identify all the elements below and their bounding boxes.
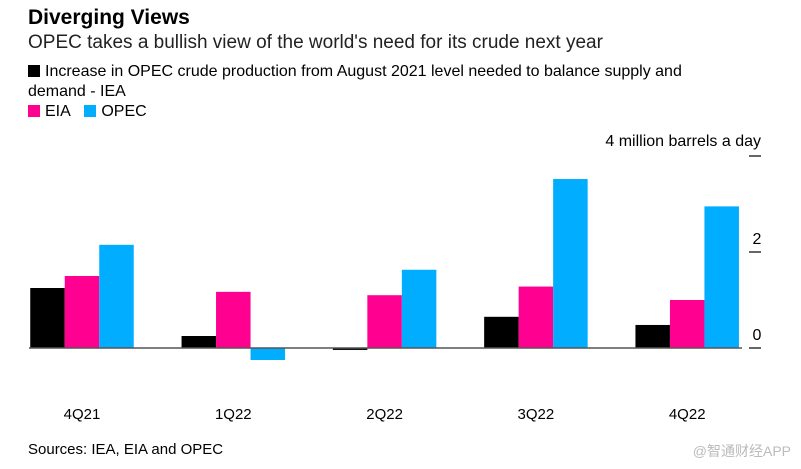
legend-swatch-iea: [28, 65, 40, 77]
y-tick-label: 2: [753, 231, 762, 248]
bar-2q22-iea: [332, 348, 368, 350]
bar-4q22-eia: [669, 300, 705, 348]
bar-3q22-iea: [484, 316, 519, 348]
source-note: Sources: IEA, EIA and OPEC: [28, 441, 224, 458]
bar-2q22-eia: [367, 295, 402, 348]
x-tick-label: 2Q22: [366, 406, 403, 423]
legend-swatch-opec: [84, 105, 97, 117]
x-tick-label: 4Q21: [64, 406, 101, 423]
legend-swatch-eia: [28, 105, 40, 117]
legend-item-iea-cont: demand - IEA: [28, 83, 126, 100]
bar-4q22-opec: [704, 206, 739, 348]
bar-1q22-iea: [181, 336, 217, 348]
y-tick-label: 0: [753, 327, 762, 344]
x-tick-label: 1Q22: [215, 406, 252, 423]
legend-label-eia: EIA: [45, 103, 70, 120]
bar-4q21-opec: [99, 244, 134, 348]
legend-label-opec: OPEC: [101, 103, 147, 120]
chart-title: Diverging Views: [28, 6, 190, 29]
bar-3q22-eia: [518, 286, 554, 348]
bar-3q22-opec: [553, 179, 588, 348]
y-axis-label: 4 million barrels a day: [605, 133, 761, 150]
bar-2q22-opec: [401, 269, 437, 348]
legend-item-iea: Increase in OPEC crude production from A…: [28, 62, 682, 82]
bar-1q22-eia: [216, 291, 251, 348]
x-tick-label: 4Q22: [669, 406, 706, 423]
bar-4q22-iea: [635, 324, 670, 348]
watermark: @智通财经APP: [692, 443, 791, 459]
chart-subtitle: OPEC takes a bullish view of the world's…: [28, 32, 603, 53]
legend-row-2: EIA OPEC: [28, 102, 147, 122]
legend-label-iea: Increase in OPEC crude production from A…: [45, 63, 682, 80]
bar-1q22-opec: [250, 348, 286, 360]
bar-4q21-eia: [64, 276, 100, 348]
bar-4q21-iea: [30, 288, 65, 348]
x-tick-label: 3Q22: [518, 406, 555, 423]
